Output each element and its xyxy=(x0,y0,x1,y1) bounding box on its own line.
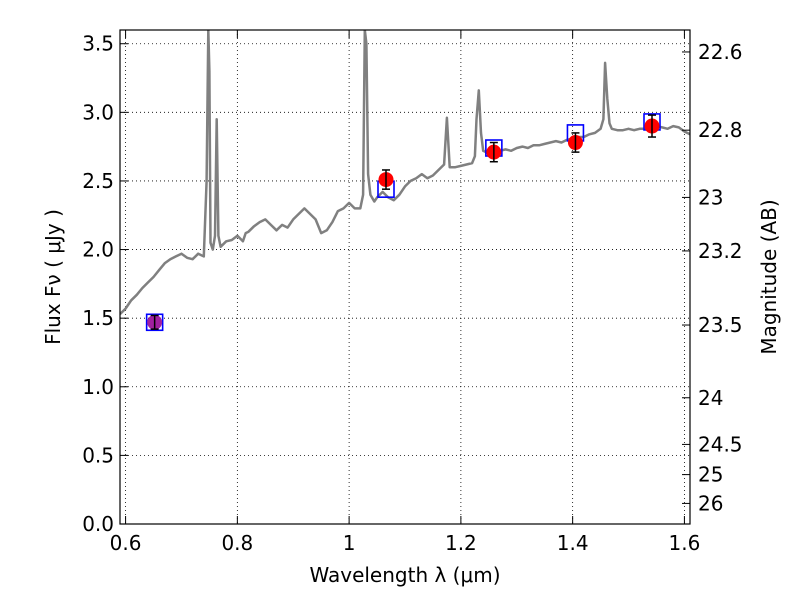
right-axis-ticks: 22.6 22.8 23 23.2 23.5 24 24.5 25 26 xyxy=(682,40,743,515)
y-tick-label: 0.0 xyxy=(82,512,114,536)
right-tick-label: 25 xyxy=(698,463,723,487)
right-axis-title: Magnitude (AB) xyxy=(757,199,781,354)
y-tick-label: 3.5 xyxy=(82,32,114,56)
x-tick-label: 1.6 xyxy=(669,531,701,555)
right-tick-label: 22.8 xyxy=(698,118,743,142)
x-tick-label: 1 xyxy=(343,531,356,555)
plot-frame xyxy=(119,29,691,525)
right-tick-label: 22.6 xyxy=(698,40,743,64)
y-axis-ticks: 0.0 0.5 1.0 1.5 2.0 2.5 3.0 3.5 xyxy=(82,32,128,536)
x-axis-ticks: 0.6 0.8 1 1.2 1.4 1.6 xyxy=(110,30,701,555)
x-tick-label: 1.2 xyxy=(445,531,477,555)
right-tick-label: 23 xyxy=(698,185,723,209)
right-tick-label: 23.5 xyxy=(698,313,743,337)
y-tick-label: 0.5 xyxy=(82,443,114,467)
y-tick-label: 2.0 xyxy=(82,238,114,262)
spectrum-line xyxy=(120,30,690,315)
right-tick-label: 24 xyxy=(698,386,723,410)
x-tick-label: 1.4 xyxy=(557,531,589,555)
right-tick-label: 24.5 xyxy=(698,432,743,456)
y-tick-label: 2.5 xyxy=(82,169,114,193)
y-axis-title: Flux Fν ( μJy ) xyxy=(41,209,65,345)
error-bars xyxy=(150,114,656,330)
right-tick-label: 26 xyxy=(698,491,723,515)
x-axis-title: Wavelength λ (μm) xyxy=(309,563,500,587)
x-tick-label: 0.6 xyxy=(110,531,142,555)
x-tick-label: 0.8 xyxy=(221,531,253,555)
model-photometry-square xyxy=(145,313,164,332)
right-tick-label: 23.2 xyxy=(698,239,743,263)
y-tick-label: 1.0 xyxy=(82,375,114,399)
y-tick-label: 3.0 xyxy=(82,100,114,124)
y-tick-label: 1.5 xyxy=(82,306,114,330)
